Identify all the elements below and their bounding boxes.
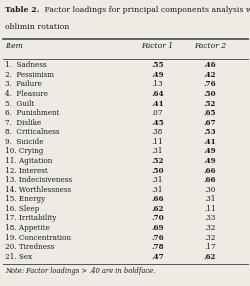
Text: .50: .50 — [204, 90, 216, 98]
Text: .66: .66 — [204, 166, 216, 174]
Text: 19. Concentration: 19. Concentration — [5, 234, 71, 242]
Text: Item: Item — [5, 42, 23, 50]
Text: 6.  Punishment: 6. Punishment — [5, 109, 60, 117]
Text: Factor loadings for principal components analysis with: Factor loadings for principal components… — [42, 6, 250, 14]
Text: .13: .13 — [152, 80, 163, 88]
Text: .52: .52 — [204, 100, 216, 108]
Text: .65: .65 — [204, 109, 216, 117]
Text: 7.  Dislike: 7. Dislike — [5, 119, 41, 127]
Text: 3.  Failure: 3. Failure — [5, 80, 42, 88]
Text: .64: .64 — [151, 90, 164, 98]
Text: .67: .67 — [204, 119, 216, 127]
Text: 17. Irritability: 17. Irritability — [5, 214, 57, 223]
Text: .32: .32 — [204, 234, 216, 242]
Text: 21. Sex: 21. Sex — [5, 253, 32, 261]
Text: 2.  Pessimism: 2. Pessimism — [5, 71, 54, 79]
Text: Note: Factor loadings > .40 are in boldface.: Note: Factor loadings > .40 are in boldf… — [5, 267, 155, 275]
Text: Factor 2: Factor 2 — [194, 42, 226, 50]
Text: .53: .53 — [204, 128, 216, 136]
Text: .33: .33 — [204, 214, 216, 223]
Text: oblimin rotation: oblimin rotation — [5, 23, 70, 31]
Text: .62: .62 — [204, 253, 216, 261]
Text: .45: .45 — [151, 119, 164, 127]
Text: .70: .70 — [151, 214, 164, 223]
Text: .31: .31 — [152, 186, 163, 194]
Text: 10. Crying: 10. Crying — [5, 148, 44, 155]
Text: 5.  Guilt: 5. Guilt — [5, 100, 34, 108]
Text: .76: .76 — [204, 80, 216, 88]
Text: Factor 1: Factor 1 — [142, 42, 174, 50]
Text: .41: .41 — [204, 138, 216, 146]
Text: 18. Appetite: 18. Appetite — [5, 224, 50, 232]
Text: .41: .41 — [151, 100, 164, 108]
Text: 15. Energy: 15. Energy — [5, 195, 45, 203]
Text: .52: .52 — [151, 157, 164, 165]
Text: .46: .46 — [204, 61, 216, 69]
Text: .42: .42 — [204, 71, 216, 79]
Text: .17: .17 — [204, 243, 216, 251]
Text: .38: .38 — [152, 128, 163, 136]
Text: .69: .69 — [151, 224, 164, 232]
Text: 1.  Sadness: 1. Sadness — [5, 61, 46, 69]
Text: .49: .49 — [204, 157, 216, 165]
Text: 14. Worthlessness: 14. Worthlessness — [5, 186, 71, 194]
Text: .55: .55 — [151, 61, 164, 69]
Text: .07: .07 — [152, 109, 163, 117]
Text: .49: .49 — [151, 71, 164, 79]
Text: .31: .31 — [152, 148, 163, 155]
Text: .32: .32 — [204, 224, 216, 232]
Text: 9.  Suicide: 9. Suicide — [5, 138, 44, 146]
Text: .30: .30 — [204, 186, 216, 194]
Text: .62: .62 — [151, 205, 164, 213]
Text: 16. Sleep: 16. Sleep — [5, 205, 40, 213]
Text: .11: .11 — [204, 205, 216, 213]
Text: 20. Tiredness: 20. Tiredness — [5, 243, 54, 251]
Text: .31: .31 — [204, 195, 216, 203]
Text: .66: .66 — [204, 176, 216, 184]
Text: 11. Agitation: 11. Agitation — [5, 157, 52, 165]
Text: .50: .50 — [151, 166, 164, 174]
Text: 13. Indecisiveness: 13. Indecisiveness — [5, 176, 72, 184]
Text: .76: .76 — [151, 234, 164, 242]
Text: .31: .31 — [152, 176, 163, 184]
Text: .49: .49 — [204, 148, 216, 155]
Text: .78: .78 — [151, 243, 164, 251]
Text: .47: .47 — [151, 253, 164, 261]
Text: Table 2.: Table 2. — [5, 6, 40, 14]
Text: 12. Interest: 12. Interest — [5, 166, 48, 174]
Text: 4.  Pleasure: 4. Pleasure — [5, 90, 48, 98]
Text: .66: .66 — [151, 195, 164, 203]
Text: 8.  Criticalness: 8. Criticalness — [5, 128, 60, 136]
Text: .11: .11 — [152, 138, 164, 146]
